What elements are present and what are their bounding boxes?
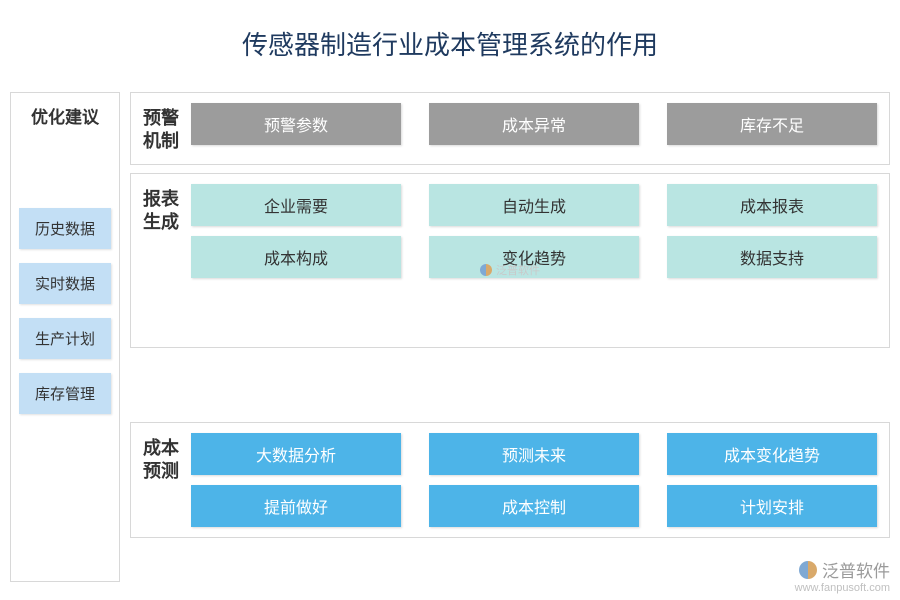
sidebar-item-realtime[interactable]: 实时数据 xyxy=(19,263,111,304)
pill-cost-trend: 成本变化趋势 xyxy=(667,433,877,475)
panel-report: 报表生成 企业需要 自动生成 成本报表 成本构成 变化趋势 数据支持 泛普软件 xyxy=(130,173,890,348)
watermark-center: 泛普软件 xyxy=(480,262,540,278)
pill-bigdata: 大数据分析 xyxy=(191,433,401,475)
pill-prepare: 提前做好 xyxy=(191,485,401,527)
logo-icon xyxy=(480,264,492,276)
sidebar-title: 优化建议 xyxy=(19,103,111,128)
pill-predict-future: 预测未来 xyxy=(429,433,639,475)
page-title: 传感器制造行业成本管理系统的作用 xyxy=(0,0,900,92)
pill-auto-generate: 自动生成 xyxy=(429,184,639,226)
pill-data-support: 数据支持 xyxy=(667,236,877,278)
pill-cost-composition: 成本构成 xyxy=(191,236,401,278)
pill-cost-anomaly: 成本异常 xyxy=(429,103,639,145)
corner-logo-icon xyxy=(799,561,817,579)
panel-forecast: 成本预测 大数据分析 预测未来 成本变化趋势 提前做好 成本控制 计划安排 xyxy=(130,422,890,538)
pill-plan: 计划安排 xyxy=(667,485,877,527)
pill-cost-control: 成本控制 xyxy=(429,485,639,527)
pill-low-stock: 库存不足 xyxy=(667,103,877,145)
panel-label-forecast: 成本预测 xyxy=(143,433,191,527)
content-area: 预警机制 预警参数 成本异常 库存不足 报表生成 企业需要 自动生成 成本报表 … xyxy=(130,92,890,582)
panel-label-report: 报表生成 xyxy=(143,184,191,337)
sidebar-item-history[interactable]: 历史数据 xyxy=(19,208,111,249)
panel-alert: 预警机制 预警参数 成本异常 库存不足 xyxy=(130,92,890,165)
corner-brand: 泛普软件 xyxy=(822,557,890,582)
pill-enterprise-need: 企业需要 xyxy=(191,184,401,226)
watermark-text: 泛普软件 xyxy=(496,262,540,278)
sidebar-item-inventory[interactable]: 库存管理 xyxy=(19,373,111,414)
corner-watermark: 泛普软件 www.fanpusoft.com xyxy=(795,557,890,594)
spacer xyxy=(130,356,890,414)
pill-alert-params: 预警参数 xyxy=(191,103,401,145)
main-layout: 优化建议 历史数据 实时数据 生产计划 库存管理 预警机制 预警参数 成本异常 … xyxy=(0,92,900,582)
pill-cost-report: 成本报表 xyxy=(667,184,877,226)
sidebar: 优化建议 历史数据 实时数据 生产计划 库存管理 xyxy=(10,92,120,582)
panel-label-alert: 预警机制 xyxy=(143,103,191,154)
sidebar-item-production[interactable]: 生产计划 xyxy=(19,318,111,359)
corner-url: www.fanpusoft.com xyxy=(795,582,890,594)
